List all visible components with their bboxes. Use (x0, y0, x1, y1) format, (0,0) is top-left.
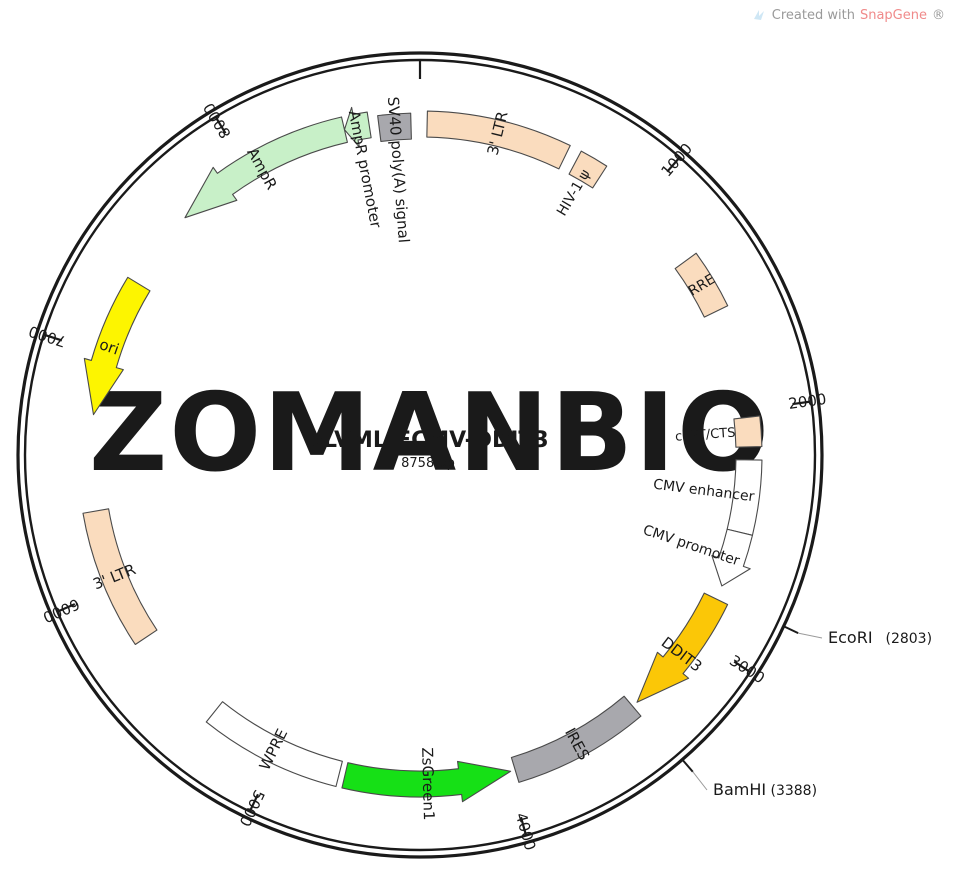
ruler-tick (519, 816, 527, 835)
enzyme-site-name: BamHI (713, 780, 766, 799)
feature-cppt-cts[interactable]: cPPT/CTS (675, 415, 763, 448)
backbone-circle (23, 58, 817, 852)
feature-zsgreen1[interactable]: ZsGreen1 (341, 747, 512, 821)
snapgene-attribution: Created with SnapGene ® (752, 8, 945, 23)
plasmid-length-label: 8758 bp (401, 456, 455, 471)
ruler-tick (733, 660, 750, 673)
feature-wpre[interactable]: WPRE (205, 701, 343, 788)
ruler-tick (792, 400, 811, 406)
attribution-brand: SnapGene (859, 8, 927, 23)
feature-shape[interactable] (733, 415, 763, 448)
feature-shape[interactable] (711, 528, 753, 587)
watermark-layer: ZOMANBIO (89, 371, 771, 496)
feature-shape[interactable] (83, 276, 151, 416)
enzyme-site-ecori[interactable]: EcoRI (2803) (783, 625, 933, 647)
backbone-layer (16, 51, 824, 859)
ruler-tick-label: 2000 (787, 390, 827, 413)
enzyme-site-position: (3388) (771, 783, 818, 799)
feature-shape[interactable] (343, 106, 372, 148)
ruler-tick (666, 157, 680, 173)
enzyme-site-leader (798, 632, 823, 639)
enzyme-site-name: EcoRI (828, 628, 873, 647)
watermark-text: ZOMANBIO (89, 371, 771, 496)
enzyme-sites-layer: EcoRI (2803) BamHI (3388) (681, 625, 933, 799)
feature-three-prime-ltr-top[interactable]: 3' LTR (426, 110, 571, 170)
ruler-tick (57, 603, 76, 613)
title-layer: pLVML-ECMV-DDIT3 8758 bp (307, 428, 548, 471)
feature-ampr[interactable]: AmpR (184, 116, 348, 219)
enzyme-site-bamhi[interactable]: BamHI (3388) (681, 758, 818, 799)
ruler-tick-label: 8000 (200, 100, 235, 142)
ruler-tick-label: 3000 (726, 651, 768, 687)
feature-shape[interactable] (636, 592, 729, 703)
feature-rre[interactable]: RRE (674, 252, 729, 318)
feature-shape[interactable] (341, 760, 512, 803)
ruler-tick-label: 1000 (657, 140, 696, 181)
backbone-circle (16, 51, 824, 859)
feature-shape[interactable] (674, 252, 729, 318)
enzyme-site-tick (783, 625, 799, 634)
feature-shape[interactable] (82, 508, 158, 646)
snapgene-logo-icon (752, 8, 767, 23)
feature-shape[interactable] (377, 112, 412, 142)
feature-three-prime-ltr-bottom[interactable]: 3' LTR (82, 508, 158, 646)
feature-shape[interactable] (510, 695, 642, 783)
page-title: pLVML-ECMV-DDIT3 (307, 428, 548, 453)
feature-ori[interactable]: ori (83, 276, 151, 416)
feature-label: cPPT/CTS (675, 426, 736, 445)
enzyme-site-leader (692, 771, 708, 791)
feature-ires[interactable]: IRES (510, 695, 642, 783)
feature-label: ori (97, 335, 121, 358)
feature-shape[interactable] (568, 150, 608, 189)
ruler-tick (215, 117, 227, 134)
attribution-suffix: ® (932, 8, 945, 23)
ruler-tick (249, 793, 259, 812)
attribution-prefix: Created with (771, 8, 855, 23)
feature-cmv-promoter[interactable]: CMV promoter (641, 522, 753, 587)
feature-shape[interactable] (205, 701, 343, 788)
feature-ddit3[interactable]: DDIT3 (636, 592, 729, 703)
enzyme-site-tick (681, 758, 694, 773)
ruler-tick (44, 333, 63, 342)
feature-shape[interactable] (426, 110, 571, 170)
enzyme-site-position: (2803) (886, 631, 933, 647)
feature-label: ZsGreen1 (418, 747, 438, 820)
